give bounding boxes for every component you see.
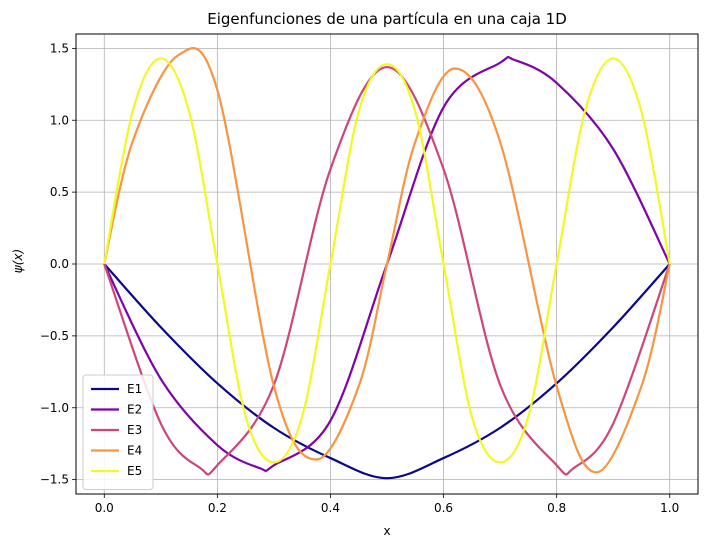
legend-label-e5: E5 bbox=[127, 464, 142, 478]
y-tick-label: −0.5 bbox=[40, 329, 69, 343]
legend-label-e2: E2 bbox=[127, 403, 142, 417]
x-tick-label: 0.0 bbox=[95, 501, 114, 515]
y-tick-label: −1.0 bbox=[40, 401, 69, 415]
x-tick-label: 0.8 bbox=[547, 501, 566, 515]
legend-box bbox=[82, 374, 154, 490]
legend: E1 E2 E3 E4 E5 bbox=[82, 374, 154, 490]
legend-label-e1: E1 bbox=[127, 382, 142, 396]
chart-title: Eigenfunciones de una partícula en una c… bbox=[207, 10, 567, 28]
y-axis-label: ψ(x) bbox=[11, 249, 25, 273]
y-tick-label: −1.5 bbox=[40, 473, 69, 487]
x-tick-label: 0.2 bbox=[208, 501, 227, 515]
y-tick-label: 1.0 bbox=[50, 113, 69, 127]
x-tick-label: 0.4 bbox=[321, 501, 340, 515]
y-tick-label: 0.0 bbox=[50, 257, 69, 271]
x-axis-label: x bbox=[383, 524, 390, 538]
plot-area: 0.0 0.2 0.4 0.6 0.8 1.0 −1.5 −1.0 −0.5 0.0 0.5 1.0 1… bbox=[40, 33, 699, 515]
y-tick-label: 0.5 bbox=[50, 185, 69, 199]
x-tick-label: 0.6 bbox=[434, 501, 453, 515]
legend-label-e4: E4 bbox=[127, 444, 142, 458]
series-line-e1 bbox=[103, 263, 671, 480]
x-tick-label: 1.0 bbox=[660, 501, 679, 515]
series-line-e5 bbox=[103, 57, 671, 464]
y-tick-label: 1.5 bbox=[50, 41, 69, 55]
series-line-e3 bbox=[103, 65, 671, 476]
series-line-e4 bbox=[103, 47, 671, 474]
legend-label-e3: E3 bbox=[127, 423, 142, 437]
